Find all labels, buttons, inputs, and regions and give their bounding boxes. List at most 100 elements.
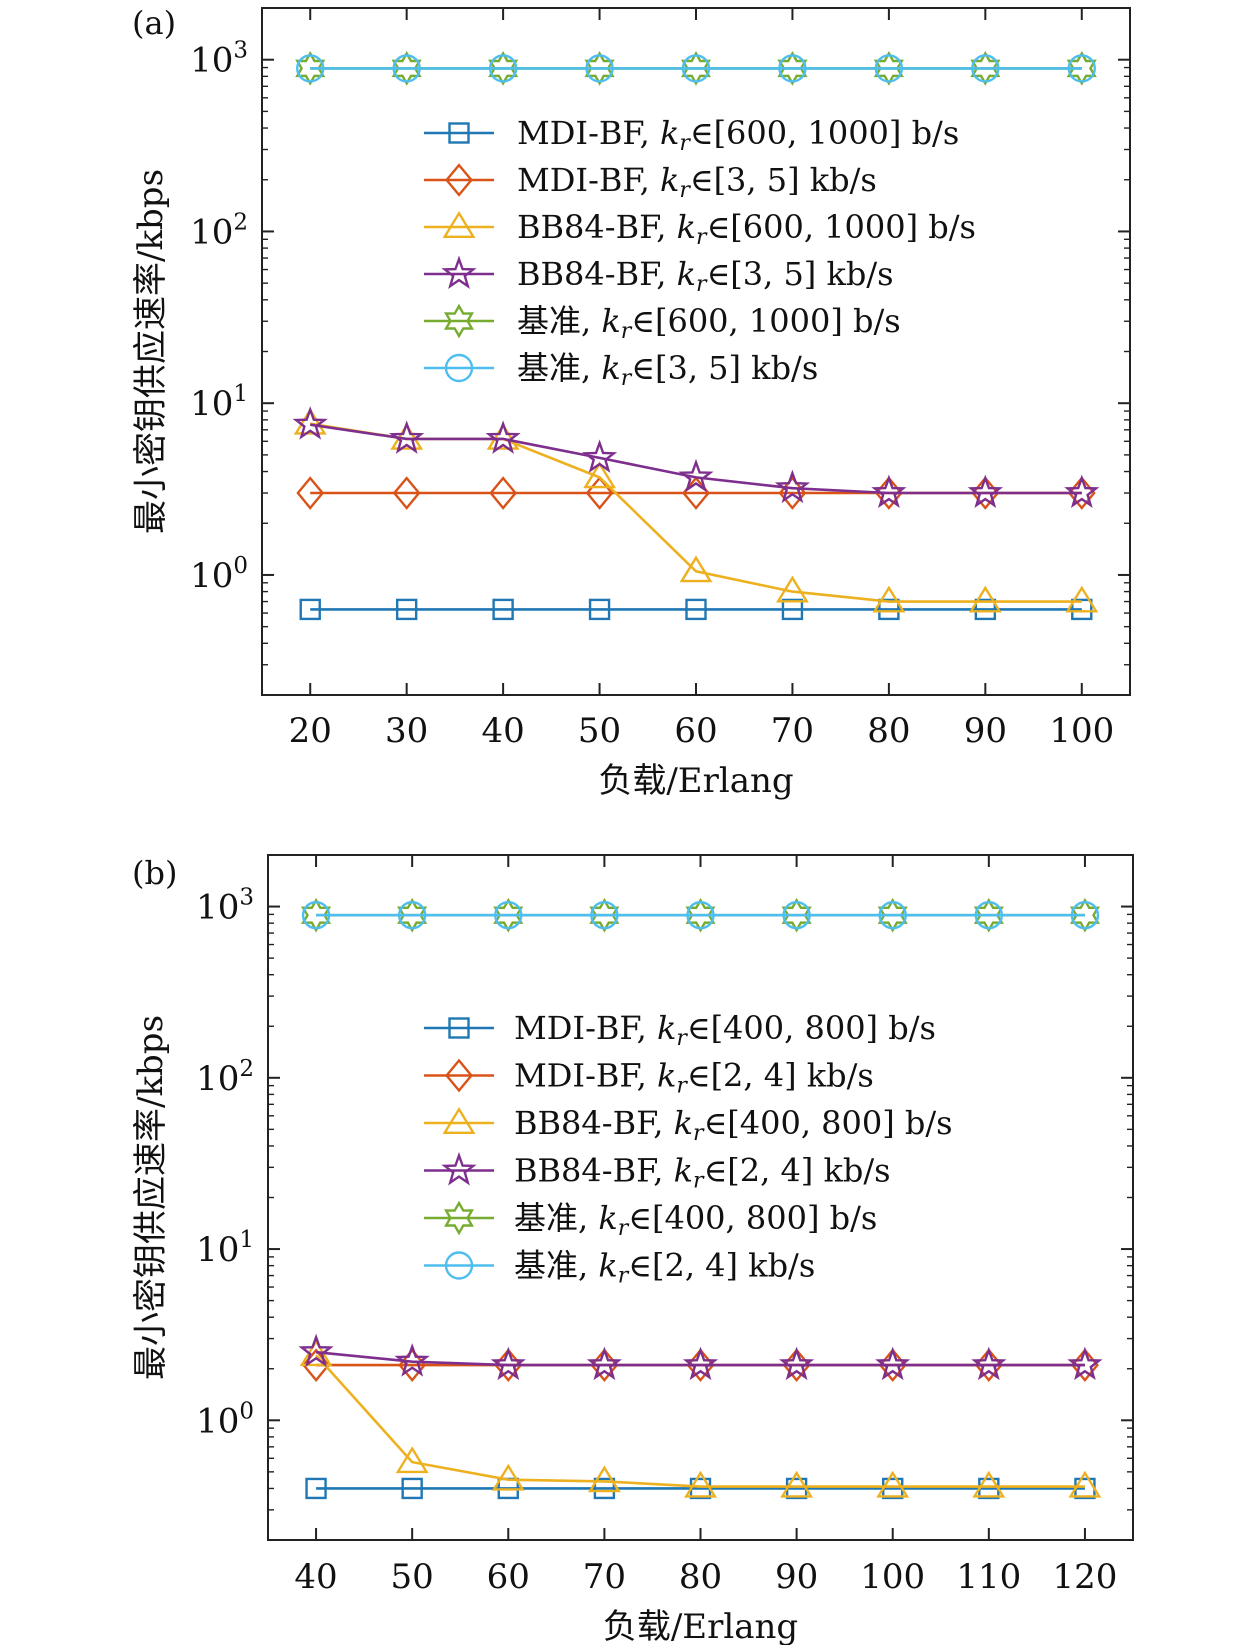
- data-point: [876, 1470, 910, 1498]
- data-point: [878, 901, 907, 930]
- x-tick-label: 70: [583, 1557, 626, 1597]
- legend-marker: [444, 1200, 474, 1236]
- series-line: [315, 1350, 1085, 1367]
- legend: MDI-BF, kr∈[400, 800] b/s MDI-BF, kr∈[2, …: [424, 1009, 953, 1289]
- data-point: [586, 1346, 622, 1381]
- legend-label: 基准, kr∈[3, 5] kb/s: [517, 349, 818, 391]
- chart-panel-b: 100 101 102 103 40 50 60 70 80 90 100 110 120 负载/Erla…: [131, 854, 1134, 1645]
- data-point: [585, 54, 614, 83]
- data-point: [301, 901, 331, 930]
- data-point: [296, 54, 325, 83]
- y-tick-label: 103: [190, 38, 248, 81]
- data-point: [394, 1343, 430, 1377]
- x-tick-label: 40: [294, 1557, 337, 1597]
- x-tick-label: 120: [1052, 1557, 1117, 1597]
- data-point: [590, 901, 619, 930]
- x-tick-label: 80: [679, 1557, 722, 1597]
- data-point: [686, 901, 715, 930]
- legend-marker: [444, 353, 474, 383]
- x-tick-label: 20: [289, 711, 332, 751]
- data-point: [492, 598, 514, 621]
- y-tick-label: 103: [196, 885, 254, 928]
- legend-marker: [442, 1106, 476, 1134]
- legend-entry: MDI-BF, kr∈[2, 4] kb/s: [424, 1057, 874, 1099]
- data-point: [488, 50, 519, 86]
- data-point: [1069, 897, 1101, 933]
- x-tick-label: 30: [385, 711, 428, 751]
- data-point: [874, 54, 904, 83]
- panel-label: (b): [132, 854, 177, 892]
- data-point: [581, 439, 618, 473]
- data-point: [778, 54, 807, 83]
- data-point: [781, 897, 812, 933]
- data-point: [877, 897, 908, 933]
- data-point: [388, 420, 425, 454]
- data-point: [486, 422, 520, 450]
- legend-marker: [444, 303, 474, 339]
- y-tick-label: 102: [190, 209, 248, 252]
- data-point: [781, 598, 804, 621]
- data-point: [684, 1470, 717, 1498]
- legend-entry: MDI-BF, kr∈[3, 5] kb/s: [424, 161, 877, 203]
- data-point: [775, 575, 809, 603]
- data-point: [871, 474, 907, 508]
- legend-label: BB84-BF, kr∈[400, 800] b/s: [514, 1104, 953, 1146]
- data-point: [292, 406, 328, 440]
- data-point: [397, 901, 427, 930]
- x-tick-label: 100: [860, 1557, 925, 1597]
- data-point: [299, 598, 321, 621]
- data-point: [878, 598, 900, 621]
- data-point: [1068, 1470, 1102, 1498]
- data-point: [967, 474, 1004, 508]
- legend-marker: [441, 255, 477, 289]
- legend-entry: MDI-BF, kr∈[400, 800] b/s: [424, 1009, 936, 1051]
- y-tick-label: 101: [196, 1227, 254, 1270]
- data-point: [1065, 585, 1099, 613]
- data-point: [973, 897, 1004, 933]
- data-point: [1064, 474, 1100, 508]
- data-point: [298, 1333, 334, 1368]
- legend-label: MDI-BF, kr∈[2, 4] kb/s: [514, 1057, 874, 1099]
- data-point: [779, 1346, 815, 1381]
- data-point: [875, 1346, 911, 1381]
- y-tick-label: 100: [196, 1398, 254, 1441]
- data-point: [777, 50, 808, 86]
- data-point: [972, 1470, 1006, 1498]
- legend-label: BB84-BF, kr∈[2, 4] kb/s: [514, 1152, 891, 1194]
- data-point: [583, 461, 617, 489]
- x-tick-label: 90: [964, 711, 1007, 751]
- legend: MDI-BF, kr∈[600, 1000] b/s MDI-BF, kr∈[3,…: [424, 114, 976, 391]
- series-line: [309, 422, 1082, 603]
- data-point: [485, 420, 521, 454]
- x-tick-label: 60: [487, 1557, 530, 1597]
- series-purple: [292, 406, 1100, 508]
- data-point: [970, 50, 1001, 86]
- x-tick-label: 110: [956, 1557, 1021, 1597]
- data-point: [395, 598, 418, 621]
- data-point: [780, 1470, 814, 1498]
- data-point: [589, 897, 620, 933]
- data-point: [392, 476, 421, 510]
- x-axis-label: 负载/Erlang: [598, 761, 793, 801]
- data-point: [678, 458, 714, 493]
- legend-label: MDI-BF, kr∈[3, 5] kb/s: [517, 161, 877, 203]
- data-point: [1066, 50, 1097, 86]
- legend-marker: [448, 1017, 470, 1039]
- series-line: [315, 1354, 1085, 1488]
- series-cyan: [301, 901, 1100, 930]
- legend-entry: MDI-BF, kr∈[600, 1000] b/s: [424, 114, 959, 156]
- data-point: [971, 1346, 1007, 1381]
- y-tick-label: 102: [196, 1056, 254, 1099]
- data-point: [872, 585, 906, 613]
- data-point: [974, 901, 1004, 930]
- data-point: [1071, 598, 1093, 621]
- legend-marker: [448, 122, 470, 144]
- data-point: [488, 54, 518, 83]
- x-tick-label: 90: [775, 1557, 818, 1597]
- chart-panel-a: 100 101 102 103 20 30 40 50 60 70 80 90 100 负载/Erlang…: [131, 4, 1131, 801]
- y-axis-label: 最小密钥供应速率/kbps: [131, 169, 171, 534]
- data-point: [774, 469, 811, 504]
- legend-label: MDI-BF, kr∈[400, 800] b/s: [514, 1009, 936, 1051]
- x-tick-label: 70: [771, 711, 814, 751]
- legend-entry: BB84-BF, kr∈[400, 800] b/s: [424, 1104, 953, 1146]
